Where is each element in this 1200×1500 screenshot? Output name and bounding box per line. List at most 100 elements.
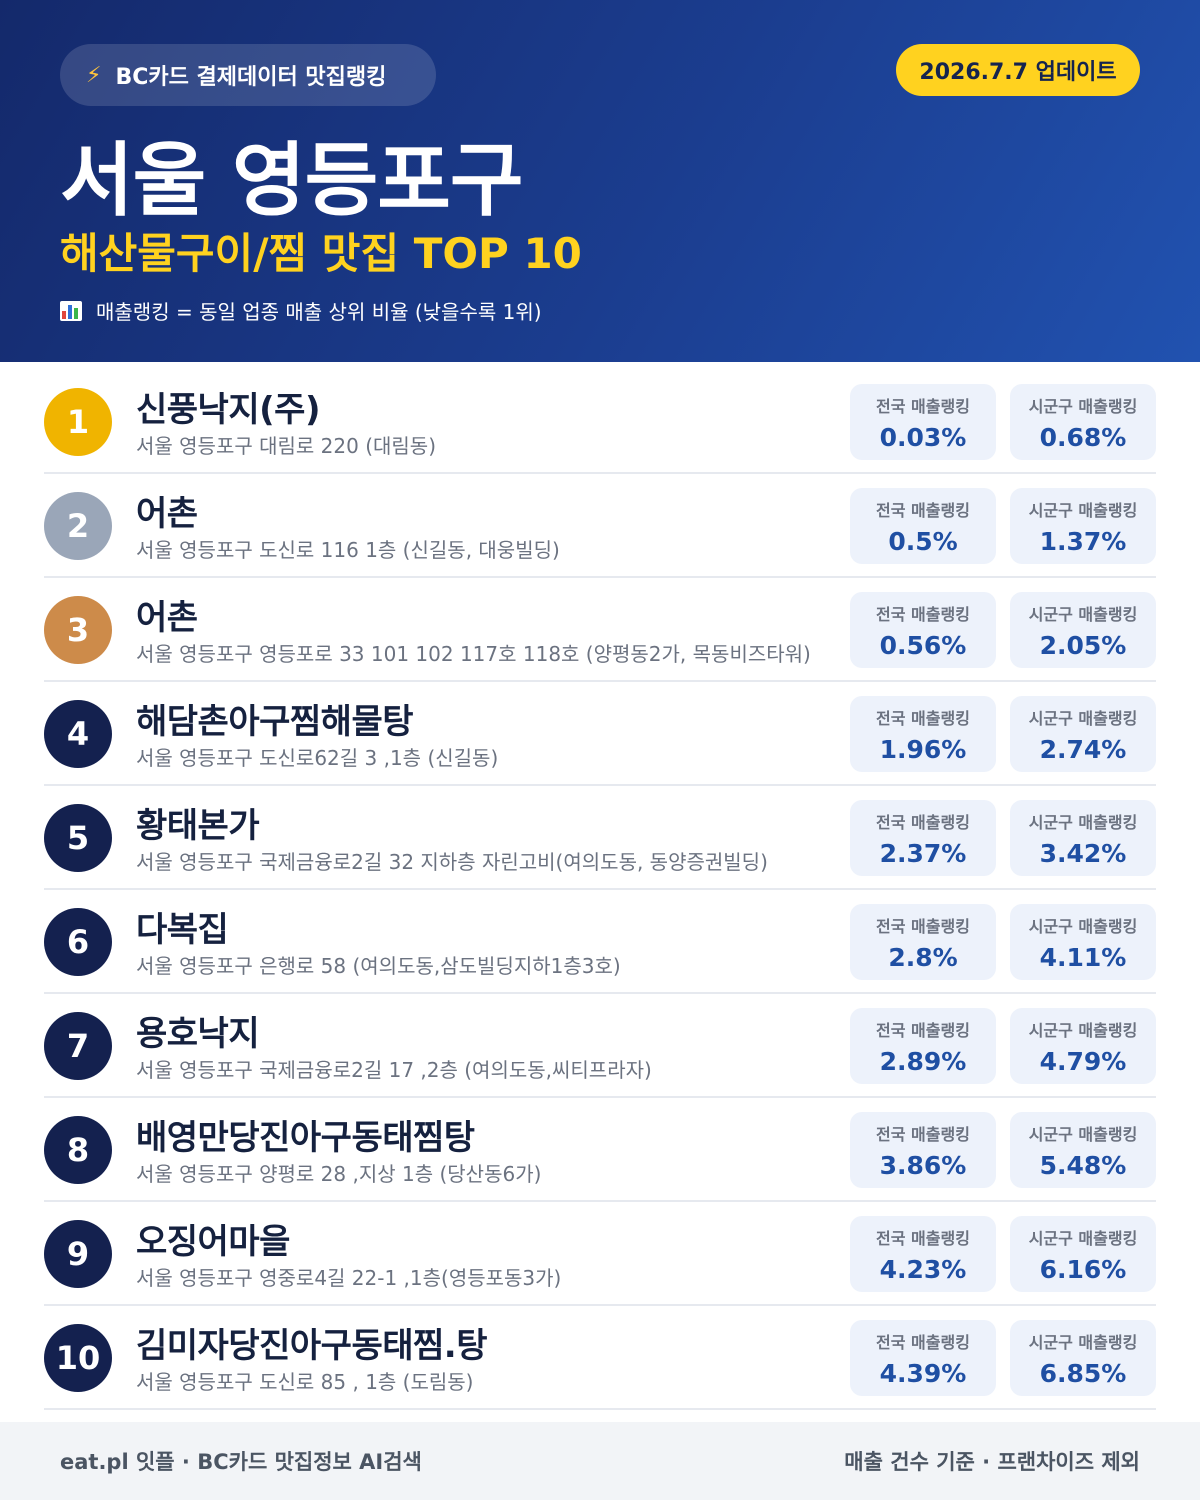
local-ranking-label: 시군구 매출랭킹 — [1028, 1333, 1138, 1352]
national-ranking-value: 3.86% — [879, 1151, 967, 1180]
national-ranking-label: 전국 매출랭킹 — [876, 1021, 970, 1040]
local-ranking-value: 6.16% — [1039, 1255, 1127, 1284]
national-ranking-box: 전국 매출랭킹 1.96% — [850, 696, 996, 772]
rank-badge: 3 — [44, 596, 112, 664]
national-ranking-box: 전국 매출랭킹 2.8% — [850, 904, 996, 980]
local-ranking-value: 4.79% — [1039, 1047, 1127, 1076]
national-ranking-value: 4.39% — [879, 1359, 967, 1388]
rank-badge: 9 — [44, 1220, 112, 1288]
local-ranking-box: 시군구 매출랭킹 4.79% — [1010, 1008, 1156, 1084]
national-ranking-value: 0.5% — [888, 527, 958, 556]
national-ranking-box: 전국 매출랭킹 2.89% — [850, 1008, 996, 1084]
bar-chart-icon — [60, 300, 82, 321]
rank-badge: 5 — [44, 804, 112, 872]
local-ranking-label: 시군구 매출랭킹 — [1028, 605, 1138, 624]
restaurant-address: 서울 영등포구 도신로 116 1층 (신길동, 대웅빌딩) — [136, 538, 560, 562]
page-subtitle: 해산물구이/찜 맛집 TOP 10 — [60, 229, 582, 278]
restaurant-address: 서울 영등포구 대림로 220 (대림동) — [136, 434, 437, 458]
local-ranking-box: 시군구 매출랭킹 0.68% — [1010, 384, 1156, 460]
local-ranking-box: 시군구 매출랭킹 2.05% — [1010, 592, 1156, 668]
restaurant-name: 황태본가 — [136, 806, 260, 846]
national-ranking-box: 전국 매출랭킹 2.37% — [850, 800, 996, 876]
local-ranking-box: 시군구 매출랭킹 4.11% — [1010, 904, 1156, 980]
local-ranking-label: 시군구 매출랭킹 — [1028, 813, 1138, 832]
national-ranking-box: 전국 매출랭킹 4.23% — [850, 1216, 996, 1292]
rank-badge: 2 — [44, 492, 112, 560]
national-ranking-box: 전국 매출랭킹 0.56% — [850, 592, 996, 668]
rank-badge: 7 — [44, 1012, 112, 1080]
source-badge-label: BC카드 결제데이터 맛집랭킹 — [115, 65, 387, 90]
restaurant-address: 서울 영등포구 도신로62길 3 ,1층 (신길동) — [136, 746, 499, 770]
restaurant-name: 용호낙지 — [136, 1014, 260, 1054]
footer-criteria: 매출 건수 기준 · 프랜차이즈 제외 — [844, 1450, 1140, 1474]
list-item[interactable]: 6 다복집 서울 영등포구 은행로 58 (여의도동,삼도빌딩지하1층3호) 전… — [44, 890, 1156, 994]
local-ranking-label: 시군구 매출랭킹 — [1028, 1125, 1138, 1144]
list-item[interactable]: 9 오징어마을 서울 영등포구 영중로4길 22-1 ,1층(영등포동3가) 전… — [44, 1202, 1156, 1306]
list-item[interactable]: 3 어촌 서울 영등포구 영등포로 33 101 102 117호 118호 (… — [44, 578, 1156, 682]
restaurant-address: 서울 영등포구 도신로 85 , 1층 (도림동) — [136, 1370, 474, 1394]
restaurant-name: 신풍낙지(주) — [136, 390, 320, 430]
local-ranking-label: 시군구 매출랭킹 — [1028, 917, 1138, 936]
ranking-note-text: 매출랭킹 = 동일 업종 매출 상위 비율 (낮을수록 1위) — [96, 300, 542, 324]
restaurant-name: 다복집 — [136, 910, 229, 950]
national-ranking-label: 전국 매출랭킹 — [876, 1125, 970, 1144]
lightning-icon: ⚡ — [86, 62, 102, 88]
national-ranking-value: 2.89% — [879, 1047, 967, 1076]
national-ranking-box: 전국 매출랭킹 4.39% — [850, 1320, 996, 1396]
local-ranking-box: 시군구 매출랭킹 1.37% — [1010, 488, 1156, 564]
page-title: 서울 영등포구 — [60, 134, 523, 227]
restaurant-address: 서울 영등포구 국제금융로2길 32 지하층 자린고비(여의도동, 동양증권빌딩… — [136, 850, 768, 874]
national-ranking-value: 2.37% — [879, 839, 967, 868]
local-ranking-value: 2.74% — [1039, 735, 1127, 764]
ranking-note: 매출랭킹 = 동일 업종 매출 상위 비율 (낮을수록 1위) — [60, 296, 542, 325]
national-ranking-label: 전국 매출랭킹 — [876, 917, 970, 936]
footer-source: eat.pl 잇플 · BC카드 맛집정보 AI검색 — [60, 1450, 422, 1474]
restaurant-address: 서울 영등포구 국제금융로2길 17 ,2층 (여의도동,씨티프라자) — [136, 1058, 652, 1082]
local-ranking-value: 1.37% — [1039, 527, 1127, 556]
national-ranking-value: 0.56% — [879, 631, 967, 660]
restaurant-address: 서울 영등포구 은행로 58 (여의도동,삼도빌딩지하1층3호) — [136, 954, 621, 978]
list-item[interactable]: 10 김미자당진아구동태찜.탕 서울 영등포구 도신로 85 , 1층 (도림동… — [44, 1306, 1156, 1410]
list-item[interactable]: 4 해담촌아구찜해물탕 서울 영등포구 도신로62길 3 ,1층 (신길동) 전… — [44, 682, 1156, 786]
list-item[interactable]: 5 황태본가 서울 영등포구 국제금융로2길 32 지하층 자린고비(여의도동,… — [44, 786, 1156, 890]
restaurant-name: 배영만당진아구동태찜탕 — [136, 1118, 475, 1158]
national-ranking-label: 전국 매출랭킹 — [876, 709, 970, 728]
national-ranking-label: 전국 매출랭킹 — [876, 1333, 970, 1352]
rank-badge: 1 — [44, 388, 112, 456]
list-item[interactable]: 2 어촌 서울 영등포구 도신로 116 1층 (신길동, 대웅빌딩) 전국 매… — [44, 474, 1156, 578]
restaurant-name: 해담촌아구찜해물탕 — [136, 702, 414, 742]
national-ranking-label: 전국 매출랭킹 — [876, 605, 970, 624]
restaurant-name: 어촌 — [136, 494, 198, 534]
national-ranking-value: 4.23% — [879, 1255, 967, 1284]
local-ranking-label: 시군구 매출랭킹 — [1028, 397, 1138, 416]
rank-badge: 8 — [44, 1116, 112, 1184]
update-date-badge: 2026.7.7 업데이트 — [896, 44, 1140, 96]
restaurant-name: 어촌 — [136, 598, 198, 638]
restaurant-name: 오징어마을 — [136, 1222, 290, 1262]
local-ranking-value: 4.11% — [1039, 943, 1127, 972]
restaurant-address: 서울 영등포구 영등포로 33 101 102 117호 118호 (양평동2가… — [136, 642, 811, 666]
national-ranking-box: 전국 매출랭킹 3.86% — [850, 1112, 996, 1188]
local-ranking-box: 시군구 매출랭킹 5.48% — [1010, 1112, 1156, 1188]
national-ranking-box: 전국 매출랭킹 0.03% — [850, 384, 996, 460]
national-ranking-value: 0.03% — [879, 423, 967, 452]
local-ranking-value: 0.68% — [1039, 423, 1127, 452]
local-ranking-label: 시군구 매출랭킹 — [1028, 1229, 1138, 1248]
list-item[interactable]: 7 용호낙지 서울 영등포구 국제금융로2길 17 ,2층 (여의도동,씨티프라… — [44, 994, 1156, 1098]
national-ranking-value: 2.8% — [888, 943, 958, 972]
national-ranking-box: 전국 매출랭킹 0.5% — [850, 488, 996, 564]
restaurant-address: 서울 영등포구 양평로 28 ,지상 1층 (당산동6가) — [136, 1162, 542, 1186]
national-ranking-label: 전국 매출랭킹 — [876, 1229, 970, 1248]
national-ranking-label: 전국 매출랭킹 — [876, 501, 970, 520]
local-ranking-value: 6.85% — [1039, 1359, 1127, 1388]
rank-badge: 6 — [44, 908, 112, 976]
national-ranking-label: 전국 매출랭킹 — [876, 397, 970, 416]
local-ranking-box: 시군구 매출랭킹 6.85% — [1010, 1320, 1156, 1396]
local-ranking-label: 시군구 매출랭킹 — [1028, 1021, 1138, 1040]
local-ranking-box: 시군구 매출랭킹 6.16% — [1010, 1216, 1156, 1292]
list-item[interactable]: 8 배영만당진아구동태찜탕 서울 영등포구 양평로 28 ,지상 1층 (당산동… — [44, 1098, 1156, 1202]
local-ranking-box: 시군구 매출랭킹 2.74% — [1010, 696, 1156, 772]
local-ranking-label: 시군구 매출랭킹 — [1028, 709, 1138, 728]
source-badge: ⚡ BC카드 결제데이터 맛집랭킹 — [60, 44, 436, 106]
list-item[interactable]: 1 신풍낙지(주) 서울 영등포구 대림로 220 (대림동) 전국 매출랭킹 … — [44, 370, 1156, 474]
